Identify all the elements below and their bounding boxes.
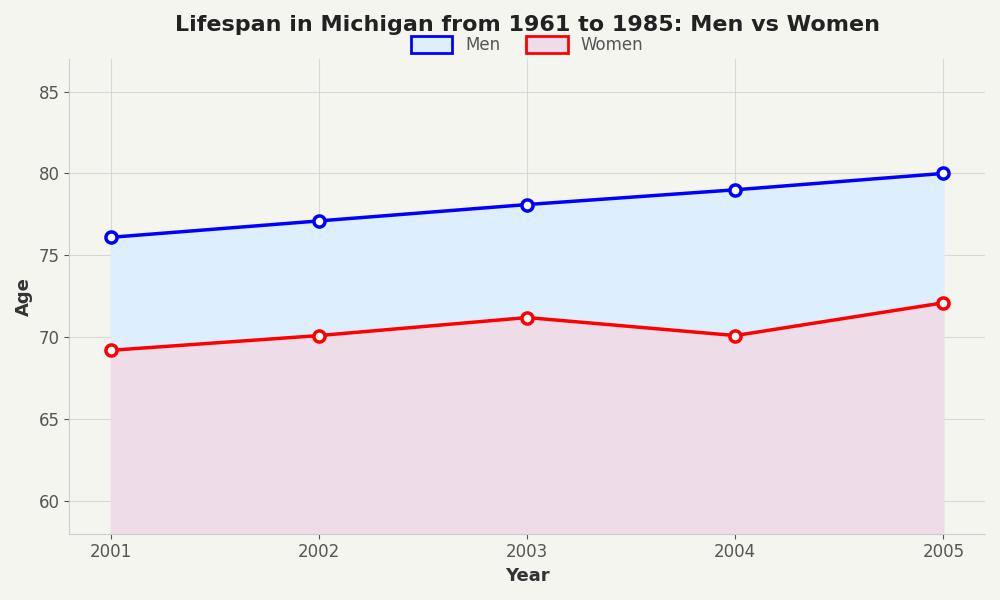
Title: Lifespan in Michigan from 1961 to 1985: Men vs Women: Lifespan in Michigan from 1961 to 1985: … [175, 15, 880, 35]
X-axis label: Year: Year [505, 567, 549, 585]
Legend: Men, Women: Men, Women [404, 29, 650, 61]
Y-axis label: Age: Age [15, 277, 33, 316]
